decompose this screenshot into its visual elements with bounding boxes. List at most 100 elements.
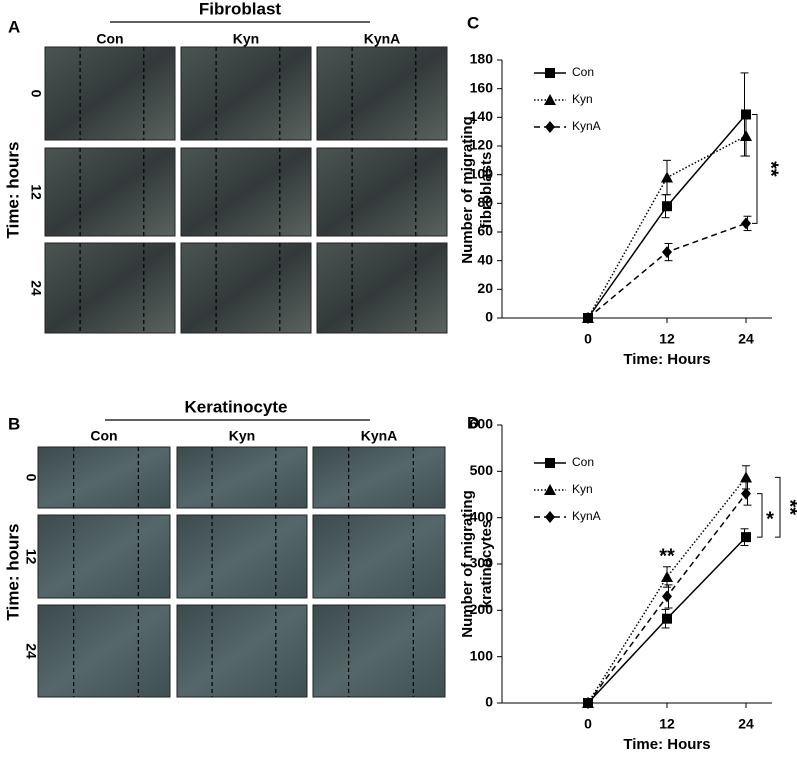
y-axis-label: Number of migrating — [459, 490, 476, 638]
micrograph — [316, 147, 448, 237]
row-label: 24 — [28, 280, 44, 296]
y-axis-label: kratinocytes — [478, 520, 495, 608]
legend-label: Kyn — [572, 482, 593, 496]
data-point — [741, 109, 751, 120]
column-label: Con — [90, 428, 117, 444]
sig-bracket — [775, 476, 781, 538]
data-point — [662, 590, 672, 603]
series-line — [587, 222, 747, 319]
micrograph — [312, 604, 446, 698]
micrograph — [180, 46, 312, 141]
column-label: Kyn — [233, 31, 259, 47]
micrograph — [37, 446, 171, 509]
y-tick-label: 500 — [470, 462, 494, 478]
y-tick-label: 100 — [470, 647, 494, 663]
panel-title: Fibroblast — [199, 0, 282, 18]
y-tick-label: 40 — [477, 251, 493, 267]
x-tick-label: 0 — [584, 331, 592, 347]
micrograph — [37, 604, 171, 698]
row-label: 0 — [28, 90, 44, 98]
series-line — [587, 113, 747, 319]
y-tick-label: 60 — [477, 223, 493, 239]
y-tick-label: 600 — [470, 416, 494, 432]
row-axis-label: Time: hours — [3, 524, 22, 621]
y-tick-label: 120 — [470, 137, 494, 153]
micrograph — [176, 514, 308, 599]
column-label: Kyn — [229, 428, 255, 444]
legend-marker — [545, 121, 555, 133]
legend-label: Con — [572, 65, 594, 79]
x-tick-label: 12 — [659, 716, 675, 732]
micrograph — [312, 446, 446, 509]
sig-bracket — [752, 113, 758, 224]
y-tick-label: 200 — [470, 601, 494, 617]
data-point — [741, 532, 751, 543]
micrograph — [44, 147, 176, 237]
y-tick-label: 300 — [470, 555, 494, 571]
data-point — [662, 613, 672, 624]
x-tick-label: 0 — [584, 716, 592, 732]
x-tick-label: 24 — [738, 716, 754, 732]
data-point — [741, 487, 751, 500]
column-label: Con — [96, 31, 123, 47]
micrograph — [176, 604, 308, 698]
legend-marker — [545, 458, 555, 468]
micrograph — [44, 242, 176, 334]
series-line — [587, 476, 747, 704]
y-axis-label: Number of migrating — [459, 116, 476, 264]
x-tick-label: 24 — [738, 331, 754, 347]
legend-label: KynA — [572, 119, 601, 133]
y-tick-label: 100 — [470, 165, 494, 181]
legend-label: Con — [572, 455, 594, 469]
y-tick-label: 0 — [485, 309, 493, 325]
micrograph — [176, 446, 308, 509]
sig-bracket — [757, 493, 763, 538]
data-point — [583, 312, 593, 324]
y-tick-label: 20 — [477, 280, 493, 296]
legend-label: KynA — [572, 509, 601, 523]
panel-title: Keratinocyte — [185, 397, 288, 416]
data-point — [662, 246, 672, 259]
legend-label: Kyn — [572, 92, 593, 106]
micrograph — [180, 242, 312, 334]
row-label: 0 — [23, 474, 39, 482]
legend-marker — [545, 511, 555, 523]
y-tick-label: 400 — [470, 508, 494, 524]
micrograph — [312, 514, 446, 599]
y-tick-label: 0 — [485, 694, 493, 710]
row-axis-label: Time: hours — [3, 142, 22, 239]
data-point — [740, 471, 752, 483]
y-tick-label: 180 — [470, 51, 494, 67]
significance: ** — [779, 499, 797, 515]
column-label: KynA — [361, 428, 398, 444]
legend-marker — [544, 94, 556, 105]
micrograph — [180, 147, 312, 237]
legend-marker — [544, 484, 556, 495]
data-point — [740, 129, 752, 141]
micrograph — [44, 46, 176, 141]
data-point — [583, 697, 593, 709]
significance: * — [766, 509, 774, 531]
micrograph — [37, 514, 171, 599]
data-point — [661, 171, 673, 183]
data-point — [662, 201, 672, 212]
column-label: KynA — [364, 31, 401, 47]
row-label: 12 — [28, 184, 44, 200]
panel-label: A — [8, 17, 20, 36]
micrograph — [316, 242, 448, 334]
data-point — [661, 570, 673, 582]
legend-marker — [545, 68, 555, 78]
y-tick-label: 140 — [470, 108, 494, 124]
data-point — [741, 217, 751, 230]
y-tick-label: 80 — [477, 194, 493, 210]
x-axis-label: Time: Hours — [623, 736, 710, 753]
x-tick-label: 12 — [659, 331, 675, 347]
row-label: 24 — [23, 643, 39, 659]
significance: ** — [760, 161, 782, 177]
y-axis-label: fibroblasts — [478, 152, 495, 229]
row-label: 12 — [23, 549, 39, 565]
panel-label: B — [8, 414, 20, 433]
panel-label: C — [467, 13, 479, 32]
panel-label: D — [467, 413, 479, 432]
